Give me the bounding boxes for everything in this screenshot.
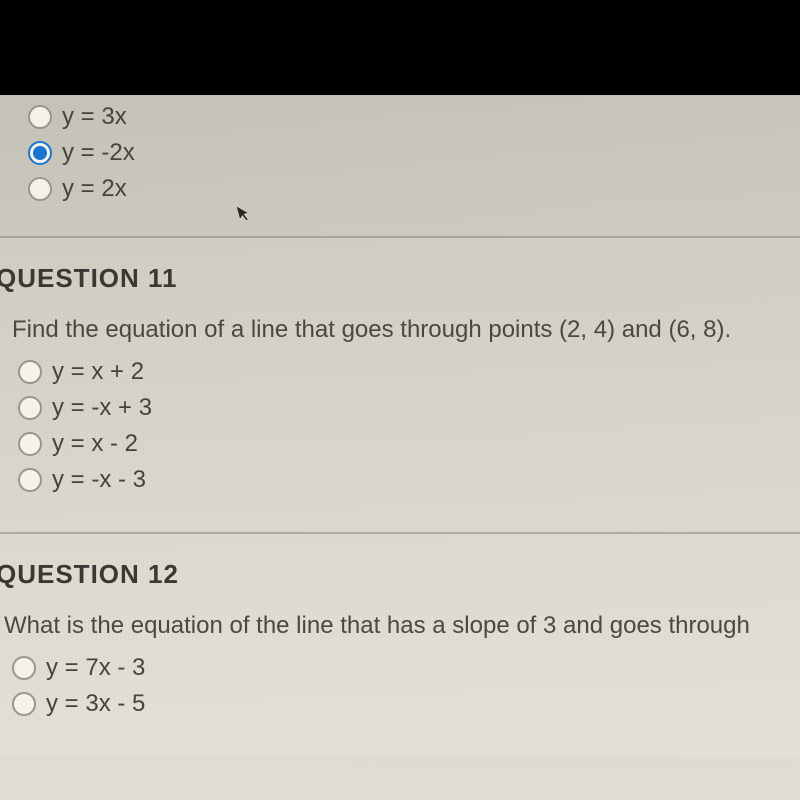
radio-icon — [12, 656, 36, 680]
q10-option-1[interactable]: y = 3x — [28, 103, 800, 131]
question-10-partial: y = 3x y = -2x y = 2x — [0, 103, 800, 236]
question-11-section: QUESTION 11 Find the equation of a line … — [0, 238, 800, 532]
radio-icon — [28, 177, 52, 201]
section-divider — [0, 532, 800, 534]
option-label: y = x + 2 — [52, 358, 144, 386]
option-label: y = -2x — [62, 139, 135, 167]
q10-option-3[interactable]: y = 2x — [28, 175, 800, 203]
q11-option-1[interactable]: y = x + 2 — [18, 358, 800, 386]
radio-selected-icon — [28, 141, 52, 165]
quiz-content: y = 3x y = -2x y = 2x QUESTION 11 Find t… — [0, 95, 800, 756]
option-label: y = 2x — [62, 175, 127, 203]
q11-option-4[interactable]: y = -x - 3 — [18, 466, 800, 494]
q11-option-3[interactable]: y = x - 2 — [18, 430, 800, 458]
question-12-title: QUESTION 12 — [0, 559, 800, 590]
q10-option-2[interactable]: y = -2x — [28, 139, 800, 167]
question-12-text: What is the equation of the line that ha… — [4, 612, 800, 640]
q12-option-1[interactable]: y = 7x - 3 — [12, 654, 800, 682]
radio-icon — [12, 692, 36, 716]
radio-icon — [18, 396, 42, 420]
option-label: y = -x + 3 — [52, 394, 152, 422]
option-label: y = -x - 3 — [52, 466, 146, 494]
question-11-text: Find the equation of a line that goes th… — [12, 316, 800, 344]
question-12-section: QUESTION 12 What is the equation of the … — [0, 534, 800, 756]
black-top-bar — [0, 0, 800, 95]
radio-icon — [18, 468, 42, 492]
section-divider — [0, 236, 800, 238]
radio-icon — [18, 360, 42, 384]
q12-option-2[interactable]: y = 3x - 5 — [12, 690, 800, 718]
radio-icon — [18, 432, 42, 456]
question-11-title: QUESTION 11 — [0, 263, 800, 294]
option-label: y = 3x — [62, 103, 127, 131]
option-label: y = 3x - 5 — [46, 690, 145, 718]
q11-option-2[interactable]: y = -x + 3 — [18, 394, 800, 422]
option-label: y = x - 2 — [52, 430, 138, 458]
radio-icon — [28, 105, 52, 129]
option-label: y = 7x - 3 — [46, 654, 145, 682]
